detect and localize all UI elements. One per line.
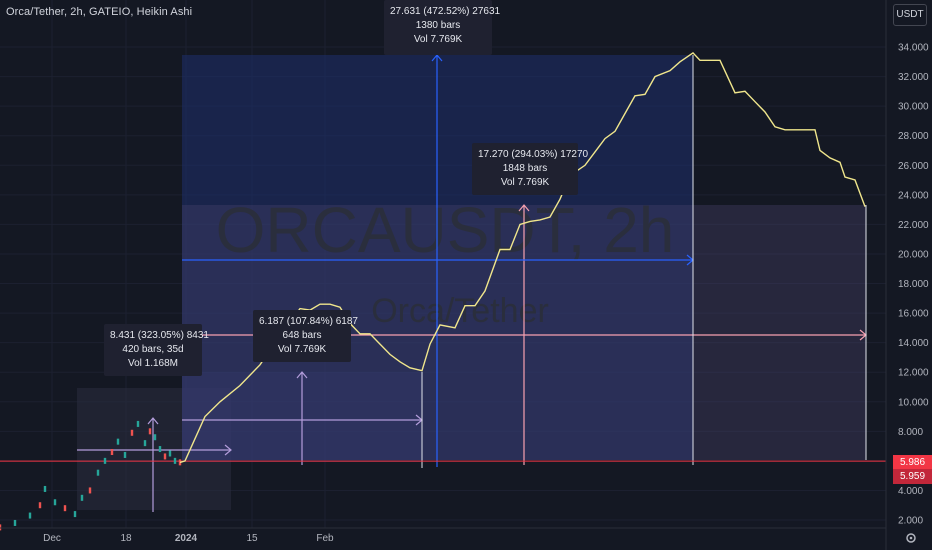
measure-3-line-2: 1848 bars [502,163,548,174]
candle [116,438,120,445]
candle [143,440,147,447]
gear-icon-hub [909,536,913,540]
measure-1-h-arrow-head [224,444,232,456]
measure-4-line-1: 27.631 (472.52%) 27631 [390,6,501,17]
y-tick-label: 10.000 [898,397,929,408]
measurement-box-3: 17.270 (294.03%) 17270 1848 bars Vol 7.7… [472,143,589,195]
price-line [179,51,866,464]
y-tick-label: 14.000 [898,338,929,349]
measure-2-line-3: Vol 7.769K [277,344,327,355]
candle [163,453,167,460]
candle [13,519,17,526]
y-tick-label: 22.000 [898,220,929,231]
y-tick-label: 28.000 [898,131,929,142]
measure-4-v-arrow-head [431,54,443,62]
measurement-zones [77,55,866,510]
measure-4-line-2: 1380 bars [415,20,461,31]
measure-2-line-1: 6.187 (107.84%) 6187 [259,316,358,327]
y-tick-label: 34.000 [898,43,929,54]
y-tick-label: 30.000 [898,102,929,113]
symbol-label: Orca/Tether, 2h, GATEIO, Heikin Ashi [6,6,193,18]
candle [136,420,140,427]
gear-icon[interactable] [906,533,916,543]
candle [158,446,162,453]
y-tick-label: 18.000 [898,279,929,290]
candle [63,505,67,512]
candle [130,429,134,436]
measurement-box-2: 6.187 (107.84%) 6187 648 bars Vol 7.769K [253,310,358,362]
x-tick-label: 2024 [175,533,198,544]
x-tick-label: 18 [120,533,132,544]
candle [123,451,127,458]
y-tick-label: 26.000 [898,161,929,172]
measure-3-line-1: 17.270 (294.03%) 17270 [478,149,589,160]
candle [168,450,172,457]
candle [173,457,177,464]
price-series [0,51,866,531]
candle [96,469,100,476]
y-tick-label: 32.000 [898,72,929,83]
y-tick-label: 8.000 [898,427,923,438]
measure-1-line-2: 420 bars, 35d [122,344,184,355]
x-tick-label: Dec [43,533,61,544]
candle [148,428,152,435]
measure-1-line-1: 8.431 (323.05%) 8431 [110,330,209,341]
y-tick-label: 24.000 [898,190,929,201]
y-tick-label: 12.000 [898,368,929,379]
measurement-box-4: 27.631 (472.52%) 27631 1380 bars Vol 7.7… [384,0,501,55]
candle [110,449,114,456]
measure-2-line-2: 648 bars [282,330,322,341]
candle [43,485,47,492]
measurement-box-1: 8.431 (323.05%) 8431 420 bars, 35d Vol 1… [104,324,209,376]
y-tick-label: 16.000 [898,309,929,320]
y-tick-label: 4.000 [898,486,923,497]
last-price-tag: 5.986 [893,455,932,470]
y-tick-label: 20.000 [898,249,929,260]
candle [80,494,84,501]
candle [88,487,92,494]
candle [0,524,2,531]
measure-1-v-arrow-head [147,417,159,425]
candle [28,512,32,519]
measure-2-v-arrow-head [296,371,308,379]
measure-3-line-3: Vol 7.769K [500,177,550,188]
measure-4-line-3: Vol 7.769K [413,34,463,45]
x-tick-label: Feb [316,533,334,544]
measure-1-line-3: Vol 1.168M [127,358,179,369]
candle [103,457,107,464]
prev-price-tag: 5.959 [893,469,932,484]
gear-icon-ring [906,533,916,543]
x-tick-label: 15 [246,533,258,544]
y-tick-label: 2.000 [898,516,923,527]
candle [53,499,57,506]
watermark-ticker: ORCAUSDT, 2h [216,194,675,266]
measure-3-v-arrow-head [518,204,530,212]
candle [153,434,157,441]
candle [38,502,42,509]
currency-selector[interactable]: USDT [893,4,927,26]
watermark-name: Orca/Tether [371,292,549,330]
candle [73,511,77,518]
